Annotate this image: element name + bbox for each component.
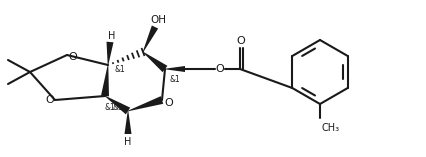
Polygon shape (101, 65, 109, 96)
Text: &1: &1 (114, 65, 125, 75)
Text: H: H (124, 137, 131, 147)
Text: O: O (164, 98, 173, 108)
Text: O: O (236, 36, 245, 46)
Text: &1: &1 (112, 103, 123, 111)
Text: &1: &1 (104, 103, 115, 113)
Polygon shape (106, 42, 113, 65)
Text: O: O (46, 95, 54, 105)
Text: &1: &1 (169, 75, 180, 84)
Polygon shape (124, 111, 131, 134)
Polygon shape (128, 96, 163, 111)
Polygon shape (164, 66, 184, 72)
Polygon shape (105, 96, 130, 114)
Text: O: O (69, 52, 77, 62)
Polygon shape (142, 52, 167, 72)
Text: OH: OH (150, 15, 166, 25)
Polygon shape (142, 25, 158, 52)
Text: O: O (215, 64, 224, 74)
Text: CH₃: CH₃ (321, 123, 340, 133)
Text: H: H (108, 31, 115, 41)
